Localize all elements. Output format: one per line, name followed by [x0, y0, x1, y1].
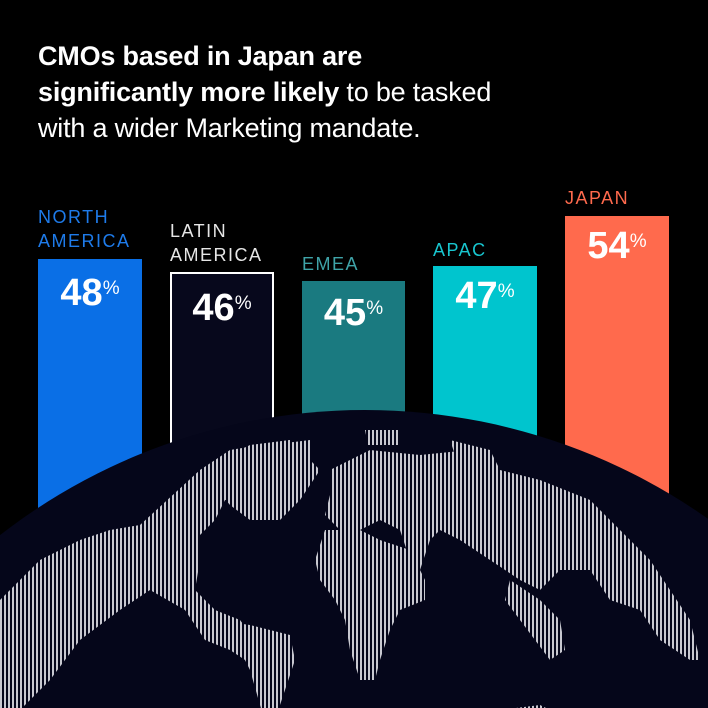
headline: CMOs based in Japan are significantly mo…: [38, 38, 678, 146]
bar-value-north-america: 48%: [60, 272, 120, 314]
bar-label-apac: APAC: [433, 240, 487, 260]
headline-line1: CMOs based in Japan are: [38, 41, 363, 71]
globe-illustration: [0, 410, 708, 708]
headline-line3: with a wider Marketing mandate.: [38, 113, 421, 143]
headline-line2-bold: significantly more likely: [38, 77, 340, 107]
bar-label-north-america: NORTH AMERICA: [38, 207, 131, 251]
bar-value-apac: 47%: [455, 275, 515, 317]
bar-label-emea: EMEA: [302, 254, 360, 274]
bar-value-japan: 54%: [587, 225, 647, 267]
world-map-icon: [0, 430, 700, 708]
bar-label-latin-america: LATIN AMERICA: [170, 221, 263, 265]
bar-value-emea: 45%: [323, 292, 384, 334]
headline-line2-regular: to be tasked: [339, 77, 492, 107]
bar-value-latin-america: 46%: [192, 287, 252, 329]
bar-label-japan: JAPAN: [565, 188, 630, 208]
